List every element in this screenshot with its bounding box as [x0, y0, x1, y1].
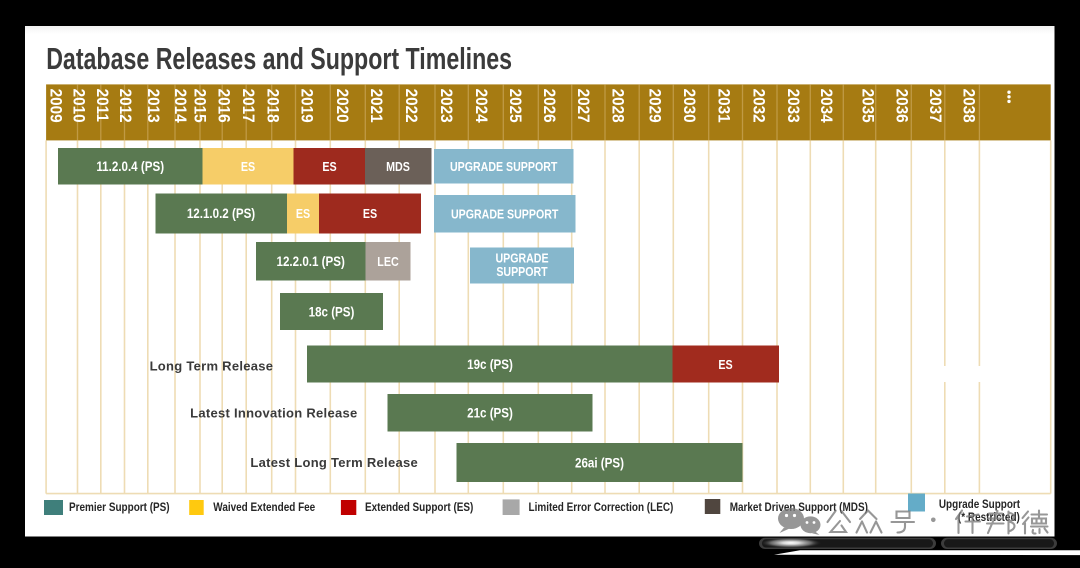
svg-text:UPGRADE: UPGRADE [495, 252, 548, 266]
svg-text:Extended Support (ES): Extended Support (ES) [365, 501, 474, 514]
svg-text:2028: 2028 [608, 89, 626, 123]
svg-text:Limited Error Correction (LEC): Limited Error Correction (LEC) [529, 501, 674, 514]
svg-text:ES: ES [718, 358, 733, 372]
svg-text:2027: 2027 [574, 89, 592, 123]
svg-text:2014: 2014 [171, 89, 189, 123]
svg-text:UPGRADE SUPPORT: UPGRADE SUPPORT [450, 160, 557, 174]
svg-text:Market Driven Support (MDS): Market Driven Support (MDS) [730, 501, 868, 514]
svg-text:2015: 2015 [190, 89, 208, 123]
svg-text:2021: 2021 [367, 89, 385, 123]
svg-text:ES: ES [363, 207, 378, 221]
svg-text:19c (PS): 19c (PS) [467, 357, 513, 372]
svg-text:2016: 2016 [214, 89, 232, 123]
svg-text:ES: ES [322, 160, 337, 174]
svg-text:2012: 2012 [116, 89, 134, 123]
svg-text:12.1.0.2 (PS): 12.1.0.2 (PS) [187, 206, 255, 221]
svg-text:2037: 2037 [926, 89, 944, 123]
svg-text:2009: 2009 [47, 89, 65, 123]
svg-text:2013: 2013 [144, 89, 162, 123]
svg-text:ES: ES [241, 160, 256, 174]
svg-text:Upgrade Support: Upgrade Support [939, 498, 1021, 511]
svg-text:LEC: LEC [377, 255, 399, 269]
svg-text:26ai (PS): 26ai (PS) [575, 456, 624, 471]
svg-text:Long Term Release: Long Term Release [150, 358, 274, 373]
svg-text:2034: 2034 [817, 89, 835, 123]
svg-text:2010: 2010 [69, 89, 87, 123]
svg-text:2018: 2018 [263, 89, 281, 123]
svg-text:MDS: MDS [386, 160, 410, 174]
svg-text:12.2.0.1 (PS): 12.2.0.1 (PS) [277, 254, 345, 269]
svg-text:2036: 2036 [892, 89, 910, 123]
svg-text:2030: 2030 [680, 89, 698, 123]
svg-text:2022: 2022 [402, 89, 420, 123]
svg-text:2031: 2031 [714, 89, 732, 123]
svg-text:2019: 2019 [297, 89, 315, 123]
svg-text:2032: 2032 [749, 89, 767, 123]
svg-text:Latest Innovation Release: Latest Innovation Release [190, 405, 357, 420]
svg-text:2029: 2029 [645, 89, 663, 123]
svg-text:2038: 2038 [959, 89, 977, 123]
svg-text:2025: 2025 [506, 89, 524, 123]
svg-text:UPGRADE SUPPORT: UPGRADE SUPPORT [451, 208, 558, 222]
svg-text:18c (PS): 18c (PS) [309, 305, 355, 320]
svg-text:2023: 2023 [437, 89, 455, 123]
svg-text:2011: 2011 [93, 89, 111, 122]
svg-text:Latest Long Term Release: Latest Long Term Release [250, 455, 418, 470]
svg-text:Premier Support (PS): Premier Support (PS) [69, 501, 170, 514]
svg-text:Database Releases and Support: Database Releases and Support Timelines [46, 41, 512, 76]
svg-text:Waived Extended Fee: Waived Extended Fee [213, 501, 315, 514]
svg-text:2026: 2026 [540, 89, 558, 123]
svg-text:11.2.0.4 (PS): 11.2.0.4 (PS) [96, 159, 164, 174]
svg-text:2020: 2020 [333, 89, 351, 123]
svg-text:SUPPORT: SUPPORT [496, 265, 547, 279]
svg-text:2035: 2035 [858, 89, 876, 123]
svg-text:2033: 2033 [784, 89, 802, 123]
svg-text:ES: ES [296, 207, 311, 221]
svg-text:21c (PS): 21c (PS) [467, 406, 513, 421]
svg-text:2024: 2024 [472, 89, 490, 123]
svg-text:2017: 2017 [239, 89, 257, 123]
